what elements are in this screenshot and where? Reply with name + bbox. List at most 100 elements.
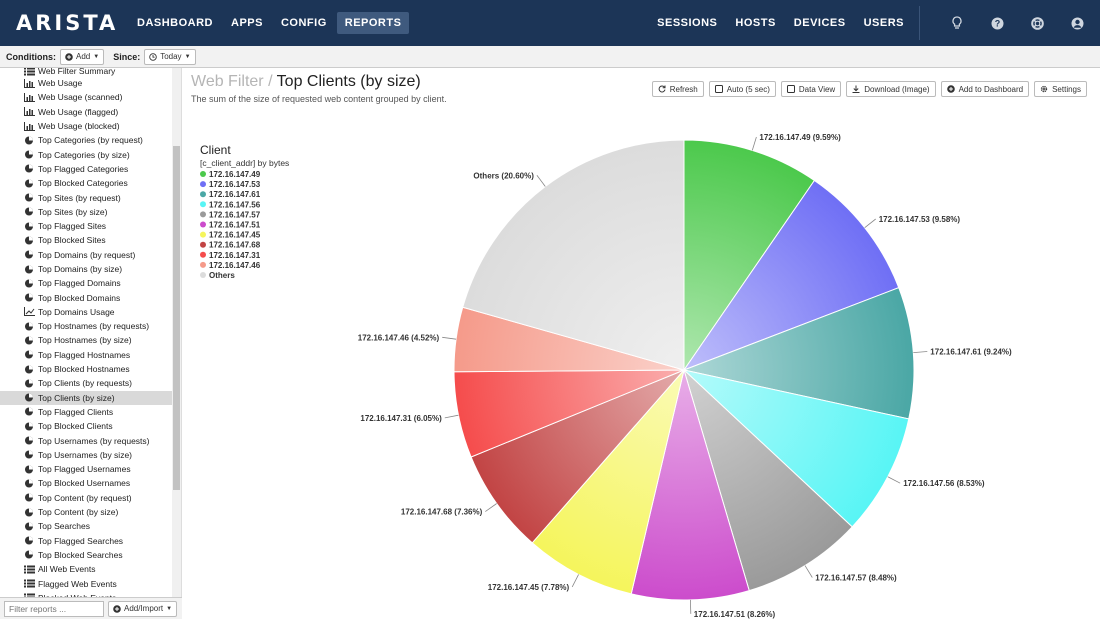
- sidebar-scrollbar[interactable]: [172, 68, 181, 597]
- nav-apps[interactable]: APPS: [231, 17, 263, 29]
- sidebar-report-item[interactable]: Top Searches: [0, 519, 172, 533]
- sidebar-report-item[interactable]: Top Blocked Searches: [0, 548, 172, 562]
- download-image-button[interactable]: Download (Image): [846, 81, 936, 97]
- sidebar-report-item[interactable]: Top Content (by request): [0, 491, 172, 505]
- lightbulb-icon[interactable]: [950, 16, 964, 30]
- sidebar-report-item[interactable]: Top Hostnames (by size): [0, 333, 172, 347]
- sidebar-report-label: Top Categories (by request): [38, 135, 143, 146]
- help-icon[interactable]: ?: [990, 16, 1004, 30]
- sidebar-report-item[interactable]: Top Clients (by size): [0, 390, 172, 405]
- legend-item-label[interactable]: 172.16.147.51: [209, 221, 261, 230]
- filter-reports-input[interactable]: [4, 600, 104, 617]
- legend-item-label[interactable]: 172.16.147.49: [209, 170, 261, 179]
- refresh-button[interactable]: Refresh: [651, 81, 704, 97]
- legend-item-label[interactable]: 172.16.147.56: [209, 200, 261, 209]
- sidebar-report-item[interactable]: Top Blocked Usernames: [0, 476, 172, 490]
- slice-label: 172.16.147.53 (9.58%): [879, 215, 961, 224]
- legend-item-label[interactable]: 172.16.147.68: [209, 241, 261, 250]
- sidebar-report-item[interactable]: Top Flagged Categories: [0, 162, 172, 176]
- scrollbar-thumb[interactable]: [173, 146, 180, 490]
- report-list[interactable]: Web Filter Summary Web Usage Web Usage (sc…: [0, 68, 172, 597]
- sidebar-report-item[interactable]: Top Flagged Hostnames: [0, 348, 172, 362]
- sidebar-report-item[interactable]: Web Usage: [0, 76, 172, 90]
- sidebar-report-item[interactable]: Top Hostnames (by requests): [0, 319, 172, 333]
- sidebar-report-item[interactable]: Top Usernames (by requests): [0, 433, 172, 447]
- sidebar-report-item[interactable]: Blocked Web Events: [0, 591, 172, 597]
- legend-swatch: [200, 231, 206, 238]
- sidebar-report-item[interactable]: Top Sites (by request): [0, 190, 172, 204]
- report-category[interactable]: Web Filter: [191, 73, 264, 90]
- download-label: Download (Image): [864, 84, 930, 94]
- nav-devices[interactable]: DEVICES: [793, 17, 846, 29]
- nav-sessions[interactable]: SESSIONS: [657, 17, 718, 29]
- nav-hosts[interactable]: HOSTS: [735, 17, 776, 29]
- pie-slice[interactable]: [683, 139, 816, 372]
- sidebar-report-item[interactable]: Web Filter Summary: [0, 68, 172, 76]
- legend-swatch: [200, 251, 206, 258]
- legend-item-label[interactable]: 172.16.147.31: [209, 251, 261, 260]
- legend-item-label[interactable]: 172.16.147.61: [209, 190, 261, 199]
- pie-slices: [453, 139, 915, 601]
- list-icon: [24, 68, 35, 76]
- pie-slice[interactable]: [470, 369, 685, 544]
- nav-reports[interactable]: REPORTS: [336, 12, 410, 34]
- legend-item-label[interactable]: 172.16.147.53: [209, 180, 261, 189]
- sidebar-report-item[interactable]: Flagged Web Events: [0, 576, 172, 590]
- sidebar-report-item[interactable]: Top Sites (by size): [0, 205, 172, 219]
- nav-users[interactable]: USERS: [863, 17, 904, 29]
- pie-chart-icon: [24, 250, 35, 259]
- sidebar-report-item[interactable]: Top Flagged Sites: [0, 219, 172, 233]
- legend-swatch: [200, 201, 206, 208]
- nav-config[interactable]: CONFIG: [280, 17, 327, 29]
- sidebar-report-item[interactable]: Top Flagged Usernames: [0, 462, 172, 476]
- sidebar-report-item[interactable]: Web Usage (scanned): [0, 90, 172, 104]
- sidebar-report-label: Top Flagged Clients: [38, 406, 114, 417]
- sidebar-report-item[interactable]: Top Domains Usage: [0, 305, 172, 319]
- sidebar-report-item[interactable]: Web Usage (flagged): [0, 105, 172, 119]
- brand-logo[interactable]: ARISTA: [16, 11, 119, 35]
- pie-slice[interactable]: [682, 287, 915, 420]
- download-icon: [852, 85, 860, 93]
- sidebar-report-item[interactable]: Top Clients (by requests): [0, 376, 172, 390]
- legend-item-label[interactable]: 172.16.147.57: [209, 210, 261, 219]
- sidebar-report-item[interactable]: Top Content (by size): [0, 505, 172, 519]
- legend-item-label[interactable]: 172.16.147.45: [209, 231, 261, 240]
- sidebar-report-item[interactable]: Web Usage (blocked): [0, 119, 172, 133]
- sidebar-report-item[interactable]: Top Domains (by size): [0, 262, 172, 276]
- sidebar-report-item[interactable]: Top Blocked Hostnames: [0, 362, 172, 376]
- sidebar-report-item[interactable]: Top Categories (by request): [0, 133, 172, 147]
- auto-refresh-checkbox[interactable]: Auto (5 sec): [708, 81, 776, 97]
- checkbox-icon: [714, 85, 723, 93]
- sidebar-report-item[interactable]: Top Flagged Clients: [0, 405, 172, 419]
- legend-item-label[interactable]: 172.16.147.46: [209, 261, 261, 270]
- data-view-checkbox[interactable]: Data View: [780, 81, 842, 97]
- settings-button[interactable]: Settings: [1034, 81, 1087, 97]
- add-to-dashboard-button[interactable]: Add to Dashboard: [940, 81, 1030, 97]
- sidebar-report-label: Top Hostnames (by size): [38, 335, 132, 346]
- sidebar-report-item[interactable]: Top Categories (by size): [0, 147, 172, 161]
- nav-dashboard[interactable]: DASHBOARD: [137, 17, 213, 29]
- user-icon[interactable]: [1070, 16, 1084, 30]
- sidebar-report-item[interactable]: Top Blocked Clients: [0, 419, 172, 433]
- sidebar-report-item[interactable]: Top Domains (by request): [0, 248, 172, 262]
- pie-slice[interactable]: [682, 179, 900, 372]
- sidebar-report-item[interactable]: Top Blocked Domains: [0, 290, 172, 304]
- list-icon: [24, 593, 35, 597]
- sidebar-report-item[interactable]: Top Blocked Sites: [0, 233, 172, 247]
- sidebar-report-item[interactable]: All Web Events: [0, 562, 172, 576]
- pie-slice[interactable]: [462, 139, 685, 371]
- sidebar-report-item[interactable]: Top Flagged Searches: [0, 534, 172, 548]
- legend-item-label[interactable]: Others: [209, 271, 235, 280]
- support-icon[interactable]: [1030, 16, 1044, 30]
- since-dropdown[interactable]: Today ▼: [144, 48, 196, 65]
- pie-chart-icon: [24, 436, 35, 445]
- sidebar-report-item[interactable]: Top Flagged Domains: [0, 276, 172, 290]
- add-condition-button[interactable]: Add ▼: [60, 48, 105, 65]
- pie-slice[interactable]: [531, 369, 685, 595]
- report-description: The sum of the size of requested web con…: [191, 94, 447, 104]
- add-import-button[interactable]: Add/Import ▼: [108, 600, 178, 617]
- sidebar-report-item[interactable]: Top Blocked Categories: [0, 176, 172, 190]
- sidebar-report-item[interactable]: Top Usernames (by size): [0, 448, 172, 462]
- pie-slice[interactable]: [683, 368, 853, 592]
- legend-swatch: [200, 261, 206, 268]
